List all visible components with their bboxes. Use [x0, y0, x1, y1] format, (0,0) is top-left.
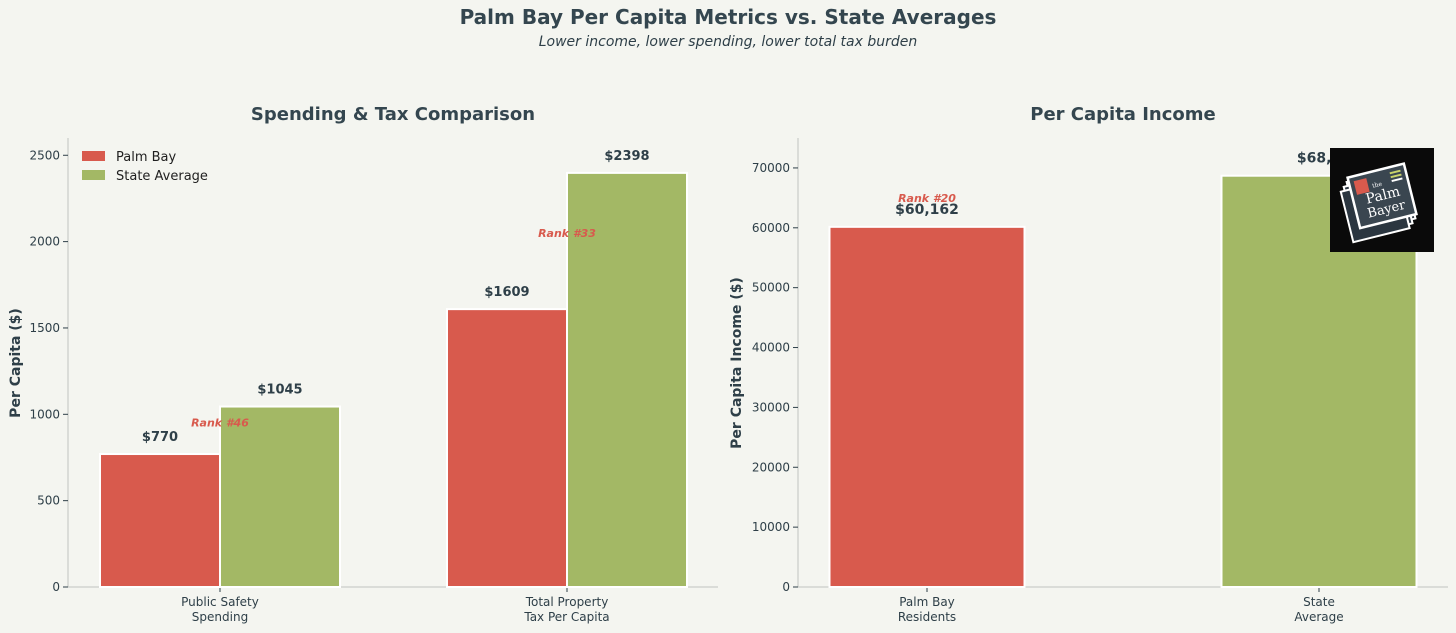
left-x-tick-label: Tax Per Capita	[523, 610, 609, 624]
left-chart-legend: Palm Bay State Average	[82, 150, 208, 184]
left-y-tick-label: 2500	[29, 148, 60, 162]
legend-label-palm-bay: Palm Bay	[116, 150, 177, 165]
left-chart-title: Spending & Tax Comparison	[251, 104, 535, 125]
right-y-tick-label: 20000	[752, 460, 790, 474]
legend-swatch-palm-bay	[82, 151, 105, 161]
left-y-tick-label: 500	[37, 494, 60, 508]
palm-bayer-logo: the Palm Bayer	[1330, 148, 1434, 252]
left-y-tick-label: 1000	[29, 407, 60, 421]
left-y-tick-label: 1500	[29, 321, 60, 335]
figure-subtitle: Lower income, lower spending, lower tota…	[538, 34, 918, 50]
newspaper-icon: the Palm Bayer	[1339, 162, 1418, 244]
bar-palm-bay	[446, 308, 568, 588]
right-x-tick-label: Residents	[898, 610, 956, 624]
left-x-tick-label: Public Safety	[181, 595, 259, 609]
rank-annotation: Rank #33	[538, 227, 596, 240]
rank-annotation: Rank #20	[898, 192, 956, 205]
bar-state-average	[219, 405, 341, 588]
right-y-tick-label: 50000	[752, 281, 790, 295]
bar-value-label: $60,162	[895, 202, 959, 218]
logo-word-the: the	[1372, 181, 1384, 190]
left-chart-plot: 0 500 1000 1500 2000 2500 Public SafetySpendin…	[29, 138, 718, 624]
left-chart-ylabel: Per Capita ($)	[8, 308, 24, 418]
right-y-tick-label: 0	[782, 580, 790, 594]
legend-swatch-state-average	[82, 170, 105, 180]
rank-annotation: Rank #46	[191, 416, 249, 429]
left-x-tick-label: Spending	[192, 610, 248, 624]
bar-value-label: $770	[142, 430, 178, 445]
right-chart-ylabel: Per Capita Income ($)	[729, 277, 745, 449]
left-y-tick-label: 2000	[29, 235, 60, 249]
bar-state-average	[566, 171, 688, 588]
right-chart-title: Per Capita Income	[1030, 104, 1215, 125]
bar-palm-bay	[99, 453, 221, 588]
right-y-tick-label: 30000	[752, 400, 790, 414]
figure-title: Palm Bay Per Capita Metrics vs. State Av…	[459, 5, 997, 29]
left-y-tick-label: 0	[52, 580, 60, 594]
right-x-tick-label: State	[1303, 595, 1335, 609]
legend-label-state-average: State Average	[116, 169, 208, 184]
right-y-tick-label: 10000	[752, 520, 790, 534]
left-x-tick-label: Total Property	[525, 595, 609, 609]
right-x-tick-label: Palm Bay	[899, 595, 955, 609]
bar-value-label: $2398	[604, 149, 649, 164]
right-x-tick-label: Average	[1294, 610, 1343, 624]
bar-value-label: $1609	[484, 285, 529, 300]
right-y-tick-label: 40000	[752, 341, 790, 355]
right-y-tick-label: 70000	[752, 161, 790, 175]
right-y-tick-label: 60000	[752, 221, 790, 235]
bar-palm-bay-income	[828, 225, 1026, 588]
bar-value-label: $1045	[257, 383, 302, 398]
